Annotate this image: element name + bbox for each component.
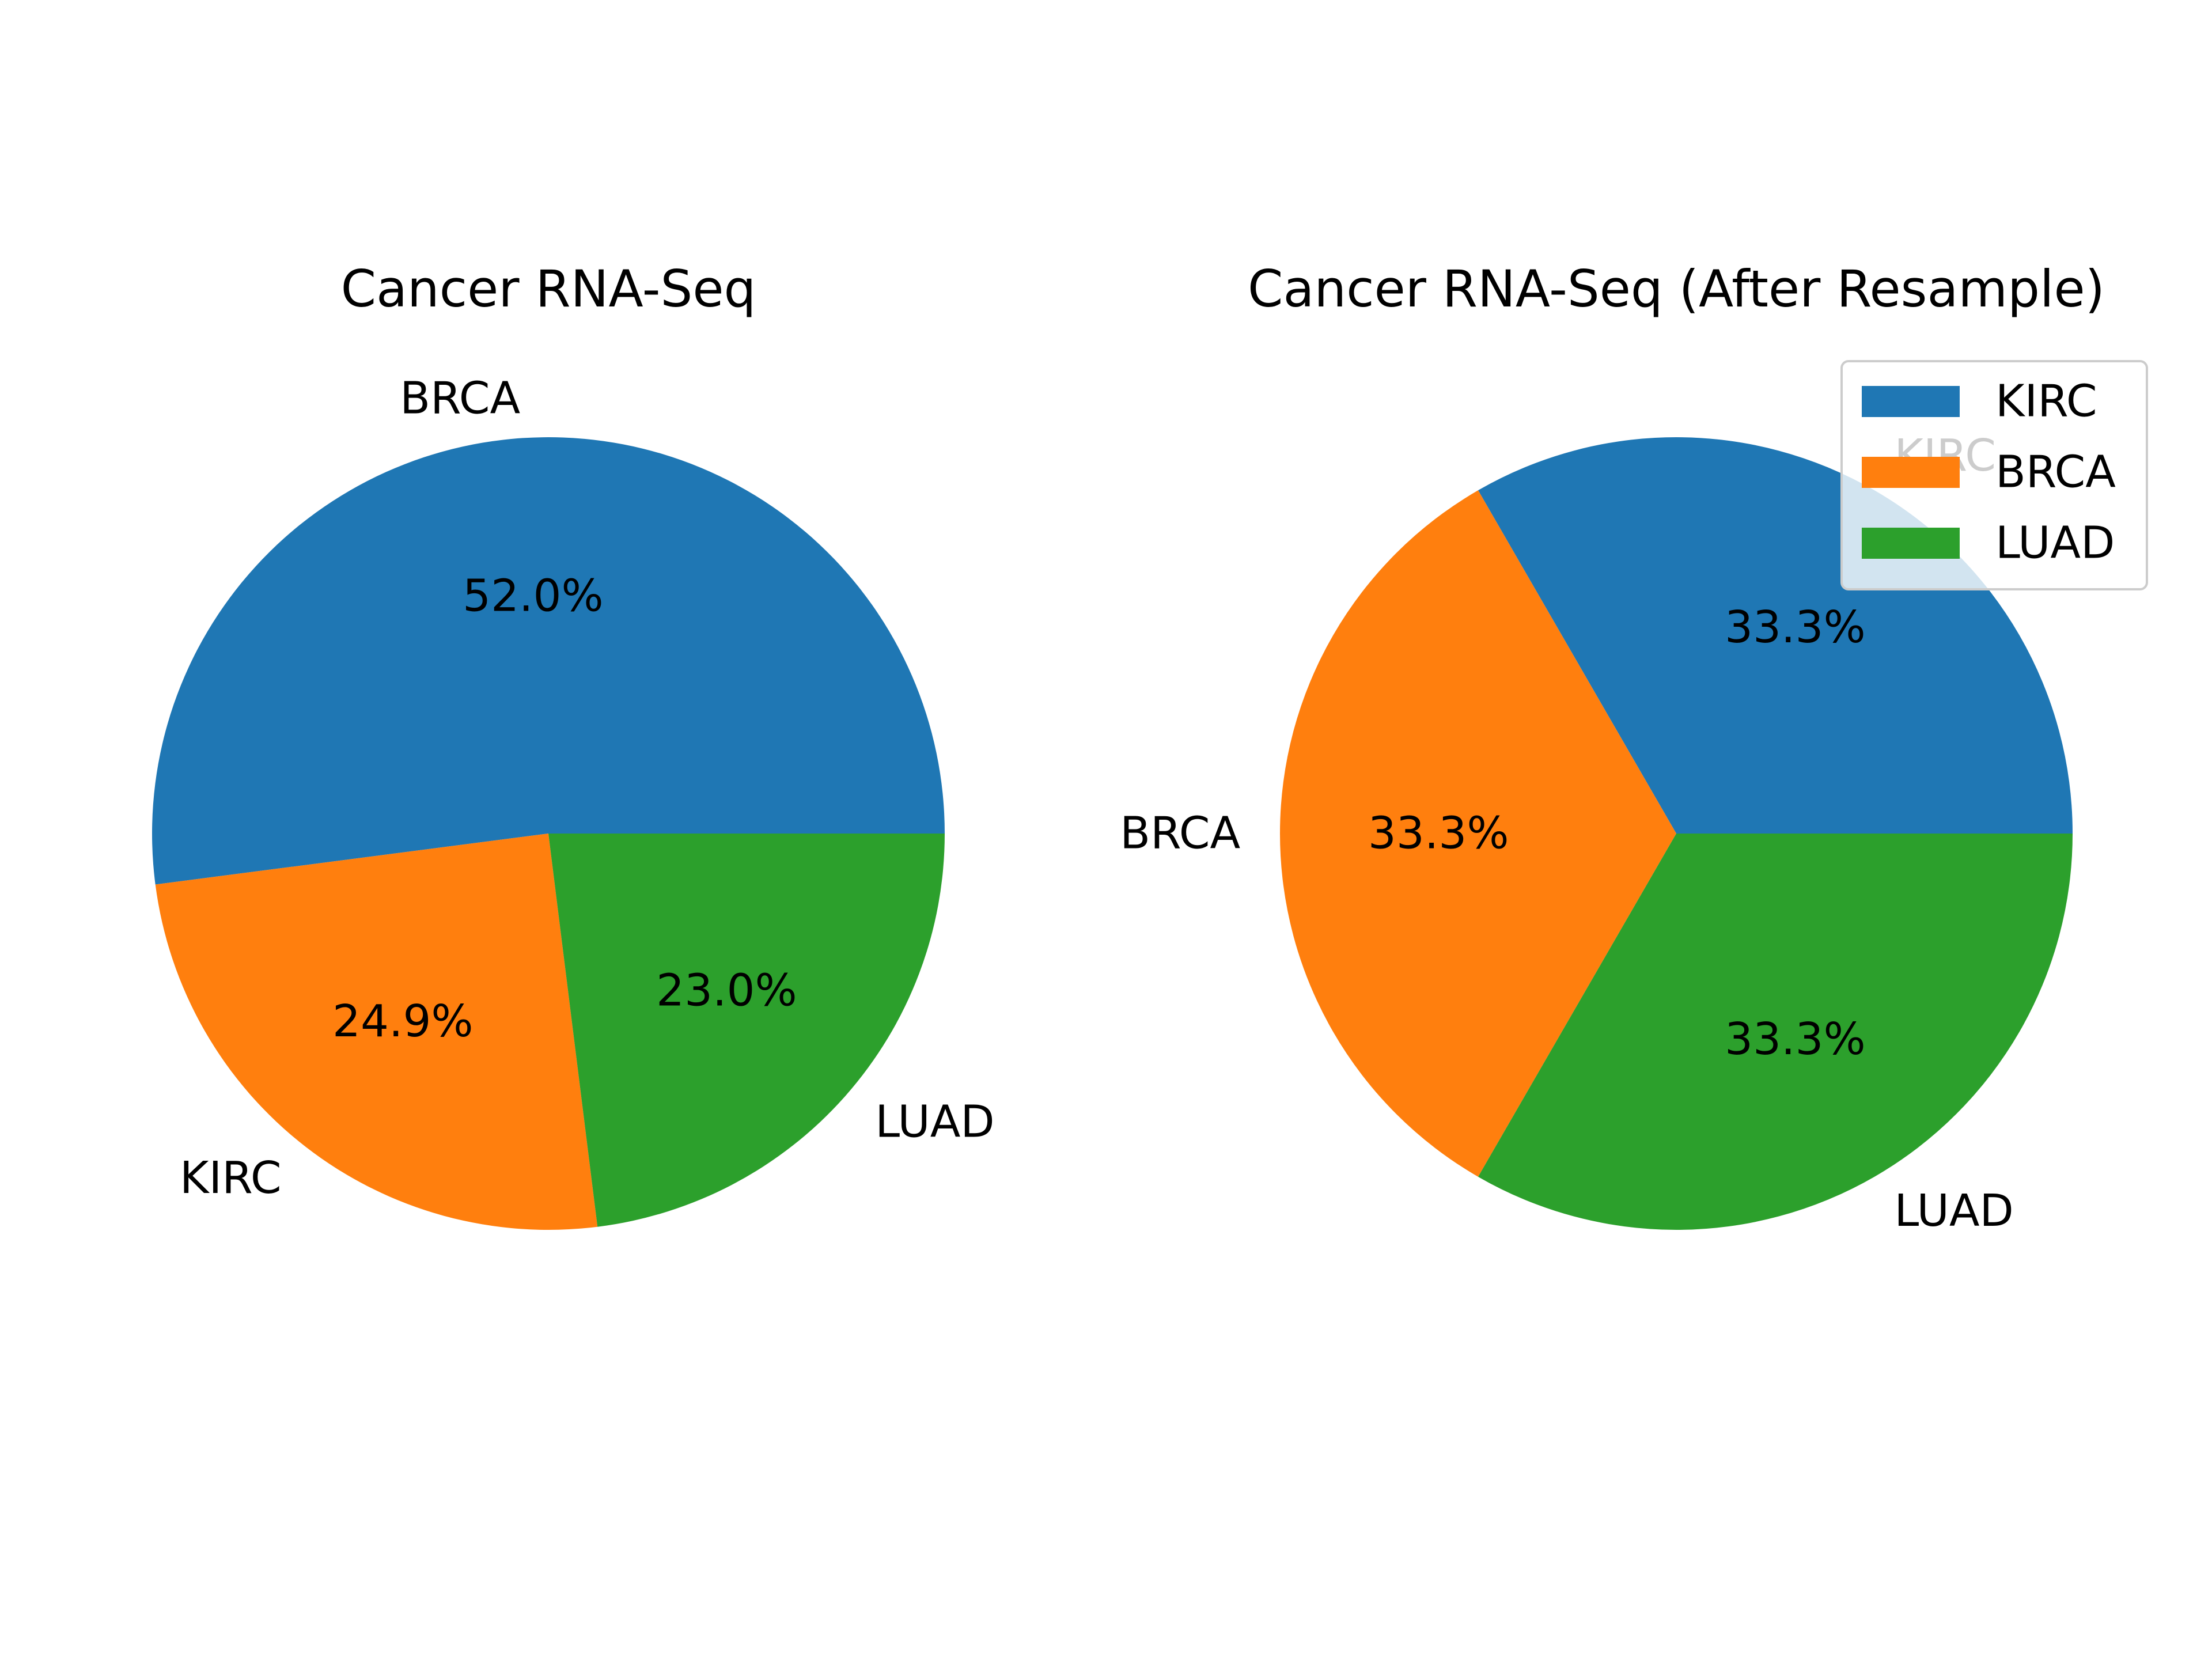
legend-entry-label: BRCA [1995,447,2116,498]
pie-slice-luad [548,834,945,1227]
pie-chart-original: Cancer RNA-Seq 52.0% BRCA 24.9% KIRC 23.0% LU… [151,259,995,1230]
pie-labels: 52.0% BRCA 24.9% KIRC 23.0% LUAD [180,373,995,1204]
chart-title: Cancer RNA-Seq (After Resample) [1248,259,2105,319]
pie-slice-label: KIRC [180,1153,282,1204]
pie-slice-label: LUAD [1894,1185,2013,1237]
pie-slice-percentage: 33.3% [1368,808,1509,859]
legend-entry-label: KIRC [1995,376,2097,427]
pie-slice-brca [1279,490,1676,1177]
pie-slices [151,437,945,1230]
pie-slice-percentage: 33.3% [1725,1014,1866,1065]
legend-swatch-brca [1862,457,1960,488]
pie-chart-resampled: Cancer RNA-Seq (After Resample) 33.3% KIR… [1120,259,2148,1237]
legend-entry-label: LUAD [1995,518,2115,569]
pie-slice-percentage: 24.9% [332,996,474,1047]
legend-swatch-kirc [1862,386,1960,417]
pie-slice-kirc [155,834,598,1230]
legend-swatch-luad [1862,528,1960,559]
chart-title: Cancer RNA-Seq [341,259,756,319]
pie-slice-percentage: 52.0% [463,571,604,622]
pie-slice-label: BRCA [1120,808,1240,859]
pie-slice-luad [1478,834,2073,1230]
pie-slice-brca [151,437,945,885]
pie-slice-percentage: 23.0% [656,965,797,1017]
pie-slice-percentage: 33.3% [1725,602,1866,653]
pie-slice-label: LUAD [875,1096,994,1147]
pie-slice-label: BRCA [400,373,520,424]
legend: KIRC BRCA LUAD [1840,360,2148,590]
